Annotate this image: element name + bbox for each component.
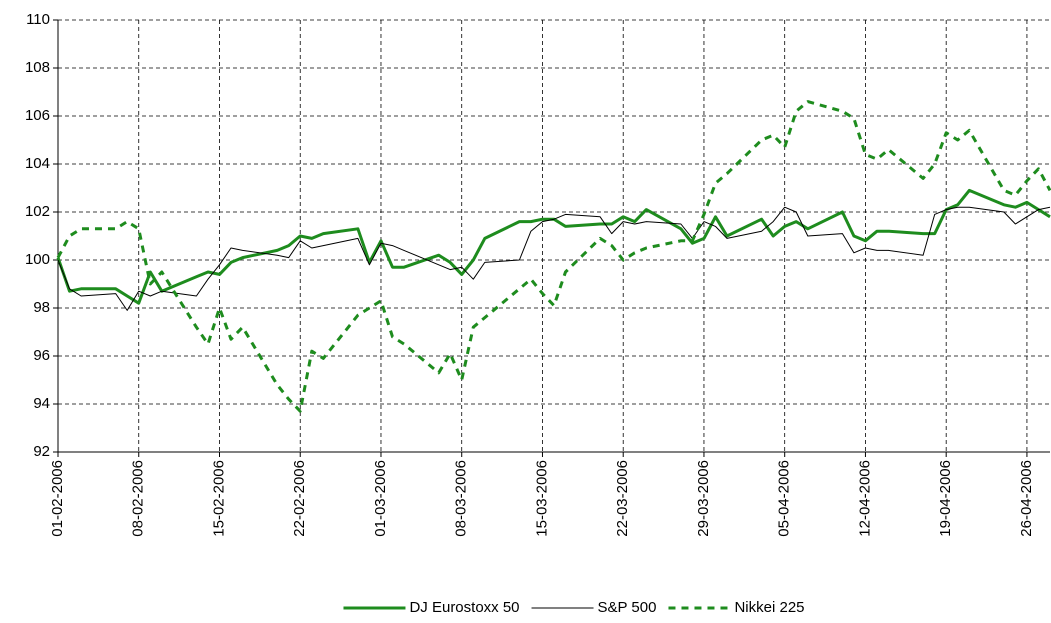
x-tick-label: 15-03-2006 <box>533 460 550 537</box>
x-tick-label: 12-04-2006 <box>856 460 873 537</box>
y-tick-label: 108 <box>25 59 50 76</box>
y-tick-label: 100 <box>25 251 50 268</box>
series-line <box>57 206 1051 311</box>
y-tick-label: 106 <box>25 107 50 124</box>
legend-label: DJ Eurostoxx 50 <box>409 599 519 616</box>
x-tick-label: 08-03-2006 <box>453 460 470 537</box>
x-tick-label: 22-02-2006 <box>291 460 308 537</box>
legend-label: S&P 500 <box>598 599 657 616</box>
y-tick-label: 110 <box>26 11 50 28</box>
legend-label: Nikkei 225 <box>734 599 804 616</box>
series-line <box>56 100 1051 413</box>
y-tick-label: 98 <box>33 299 50 316</box>
y-tick-label: 102 <box>25 203 50 220</box>
x-tick-label: 19-04-2006 <box>937 460 954 537</box>
legend: DJ Eurostoxx 50 S&P 500 Nikkei 225 <box>343 599 805 616</box>
x-tick-label: 29-03-2006 <box>695 460 712 537</box>
y-tick-label: 92 <box>33 443 50 460</box>
y-tick-label: 94 <box>33 395 50 412</box>
x-tick-label: 01-03-2006 <box>372 460 389 537</box>
x-tick-label: 01-02-2006 <box>49 460 66 537</box>
x-tick-label: 08-02-2006 <box>130 460 147 537</box>
series-line <box>56 188 1051 305</box>
x-tick-label: 26-04-2006 <box>1018 460 1035 537</box>
x-tick-label: 05-04-2006 <box>776 460 793 537</box>
x-tick-label: 22-03-2006 <box>614 460 631 537</box>
y-tick-label: 104 <box>25 155 50 172</box>
y-tick-label: 96 <box>33 347 50 364</box>
x-tick-label: 15-02-2006 <box>210 460 227 537</box>
